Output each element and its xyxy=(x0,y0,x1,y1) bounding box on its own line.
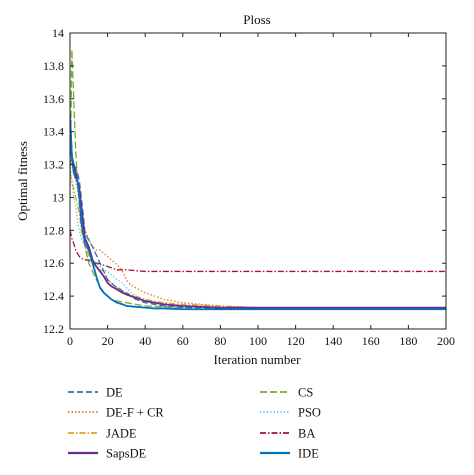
series-line-pso xyxy=(70,164,446,309)
x-tick-label: 180 xyxy=(399,334,417,348)
y-tick-label: 13.6 xyxy=(43,92,64,106)
y-tick-label: 12.2 xyxy=(43,322,64,336)
x-tick-label: 0 xyxy=(67,334,73,348)
x-tick-label: 40 xyxy=(139,334,151,348)
y-tick-label: 13.4 xyxy=(43,125,64,139)
legend-item-de: DE xyxy=(68,386,123,400)
x-tick-label: 120 xyxy=(287,334,305,348)
chart-title: Ploss xyxy=(243,12,270,27)
x-tick-label: 140 xyxy=(324,334,342,348)
series-line-de xyxy=(70,148,446,310)
legend-label: DE xyxy=(106,386,123,400)
y-tick-label: 12.4 xyxy=(43,289,64,303)
x-axis-title: Iteration number xyxy=(214,352,302,367)
x-tick-label: 20 xyxy=(102,334,114,348)
series-line-de-f-cr xyxy=(70,156,446,309)
series-line-ide xyxy=(70,115,446,311)
x-tick-label: 200 xyxy=(437,334,455,348)
legend-label: BA xyxy=(298,427,315,441)
y-tick-label: 14 xyxy=(52,26,64,40)
series-line-ba xyxy=(70,230,446,273)
legend: DE DE-F + CR JADE SapsDE CS PSO BA IDE xyxy=(68,386,321,461)
legend-label: IDE xyxy=(298,447,319,461)
y-axis-title: Optimal fitness xyxy=(15,141,30,221)
legend-item-pso: PSO xyxy=(260,406,321,420)
y-tick-label: 12.8 xyxy=(43,223,64,237)
legend-item-sapsde: SapsDE xyxy=(68,447,147,461)
legend-label: DE-F + CR xyxy=(106,406,164,420)
legend-label: PSO xyxy=(298,406,321,420)
legend-item-jade: JADE xyxy=(68,427,137,441)
legend-item-ide: IDE xyxy=(260,447,319,461)
plot-frame xyxy=(69,32,447,330)
legend-label: SapsDE xyxy=(106,447,147,461)
plot-area xyxy=(70,49,446,311)
x-tick-label: 60 xyxy=(177,334,189,348)
series-line-sapsde xyxy=(70,115,446,309)
y-tick-label: 13 xyxy=(52,190,64,204)
x-tick-label: 160 xyxy=(362,334,380,348)
legend-label: JADE xyxy=(106,427,137,441)
series-line-jade xyxy=(70,172,446,309)
legend-item-cs: CS xyxy=(260,386,313,400)
y-tick-label: 12.6 xyxy=(43,256,64,270)
x-tick-label: 80 xyxy=(214,334,226,348)
axis-ticks: 0 20 40 60 80 100 120 140 160 180 200 12.2 12.4 12.6 1… xyxy=(43,26,455,348)
legend-item-ba: BA xyxy=(260,427,315,441)
legend-item-de-f-cr: DE-F + CR xyxy=(68,406,164,420)
y-tick-label: 13.2 xyxy=(43,158,64,172)
y-tick-label: 13.8 xyxy=(43,59,64,73)
legend-label: CS xyxy=(298,386,313,400)
x-tick-label: 100 xyxy=(249,334,267,348)
